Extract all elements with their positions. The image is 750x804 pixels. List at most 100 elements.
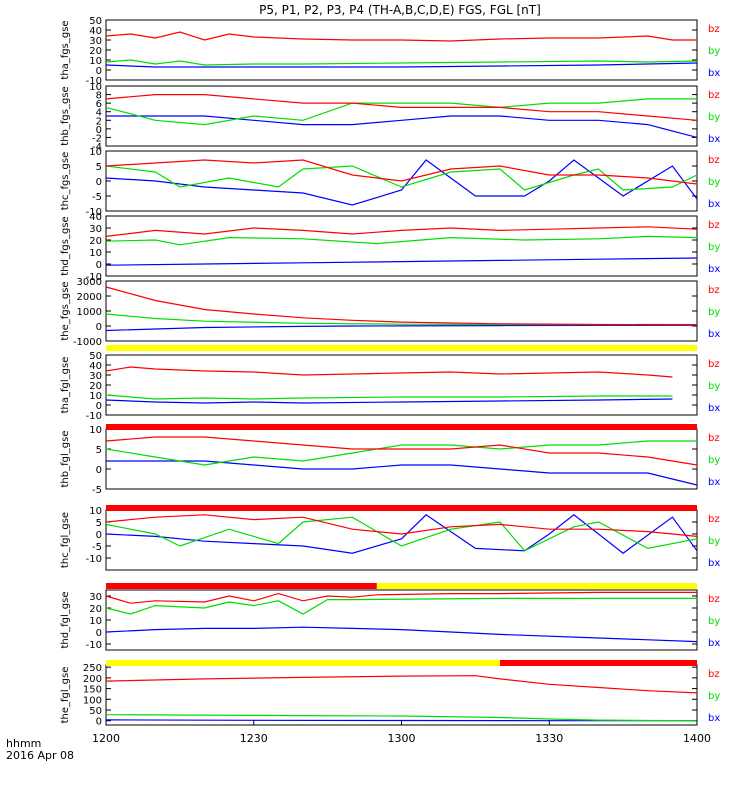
status-segment-red [106, 505, 697, 511]
status-bars [106, 345, 697, 666]
status-bar [106, 583, 697, 589]
y-tick-label: 10 [89, 391, 102, 402]
legend-bz: bz [708, 514, 720, 525]
y-tick-label: 10 [89, 56, 102, 67]
y-tick-label: 0 [96, 717, 102, 728]
y-tick-label: 10 [89, 425, 102, 436]
legend-bx: bx [708, 329, 720, 340]
legend-bx: bx [708, 403, 720, 414]
y-tick-label: 0 [96, 260, 102, 271]
y-axis-label: the_fgs_gse [60, 281, 71, 340]
y-tick-label: 10 [89, 506, 102, 517]
y-tick-label: 40 [89, 361, 102, 372]
legend-bx: bx [708, 558, 720, 569]
chart-title: P5, P1, P2, P3, P4 (TH-A,B,C,D,E) FGS, F… [259, 3, 541, 17]
y-tick-label: 20 [89, 381, 102, 392]
panel-thb_fgl: -5 0 5 10 thb_fgl_gse bz by bx [60, 425, 720, 496]
y-tick-label: 50 [89, 706, 102, 717]
y-tick-label: 0 [96, 177, 102, 188]
series-bz-thb_fgs [105, 93, 698, 121]
status-segment-red [106, 583, 377, 589]
y-tick-label: 0 [96, 628, 102, 639]
y-tick-label: -2 [92, 133, 102, 144]
legend-bx: bx [708, 638, 720, 649]
legend-bz: bz [708, 24, 720, 35]
y-tick-label: -10 [86, 76, 102, 87]
y-axis-label: thd_fgs_gse [60, 216, 71, 275]
status-segment-red [106, 424, 697, 430]
series-bx-the_fgs [105, 324, 698, 332]
panel-frame [105, 19, 698, 81]
legend-bz: bz [708, 155, 720, 166]
x-axis: 1200 1230 1300 1330 1400 [92, 720, 711, 745]
legend-by: by [708, 307, 720, 318]
date-label: 2016 Apr 08 [6, 749, 74, 762]
y-axis-label: tha_fgl_gse [60, 357, 71, 414]
y-tick-label: 5 [96, 445, 102, 456]
legend-bz: bz [708, 285, 720, 296]
x-tick-label: 1400 [683, 732, 711, 745]
x-tick-label: 1200 [92, 732, 120, 745]
y-tick-label: 250 [83, 663, 102, 674]
y-tick-label: -5 [92, 542, 102, 553]
y-tick-label: 1000 [77, 307, 102, 318]
legend-by: by [708, 46, 720, 57]
y-tick-label: 2 [96, 116, 102, 127]
series-bx-tha_fgs [105, 62, 698, 68]
y-tick-label: 30 [89, 592, 102, 603]
y-tick-label: 100 [83, 695, 102, 706]
legend-by: by [708, 455, 720, 466]
x-tick-label: 1300 [388, 732, 416, 745]
series-by-thb_fgl [105, 440, 697, 466]
series-by-tha_fgs [105, 59, 698, 66]
legend-by: by [708, 691, 720, 702]
series-bx-thc_fgs [105, 159, 698, 206]
status-bar [106, 660, 697, 666]
panel-frame [105, 354, 698, 416]
legend-by: by [708, 536, 720, 547]
series-bx-tha_fgl [105, 398, 673, 404]
series-by-the_fgl [105, 714, 698, 722]
y-tick-label: 8 [96, 91, 102, 102]
y-tick-label: -5 [92, 485, 102, 496]
y-axis-label: the_fgl_gse [60, 667, 71, 724]
series-bx-thb_fgs [106, 115, 698, 138]
series-by-tha_fgl [105, 394, 673, 400]
y-tick-label: -10 [86, 272, 102, 283]
legend-bz: bz [708, 359, 720, 370]
legend-bx: bx [708, 134, 720, 145]
y-tick-label: 0 [96, 530, 102, 541]
y-tick-label: 20 [89, 46, 102, 57]
y-tick-label: 10 [89, 248, 102, 259]
series-bz-thb_fgl [105, 436, 698, 466]
legend-bz: bz [708, 90, 720, 101]
y-tick-label: 200 [83, 674, 102, 685]
y-axis-label: tha_fgs_gse [60, 20, 71, 79]
y-tick-label: 10 [89, 147, 102, 158]
legend-bx: bx [708, 199, 720, 210]
legend-by: by [708, 177, 720, 188]
y-tick-label: 40 [89, 26, 102, 37]
series-bz-tha_fgl [105, 366, 673, 378]
panel-frame [105, 280, 698, 342]
legend-by: by [708, 616, 720, 627]
status-bar [106, 505, 697, 511]
y-tick-label: 150 [83, 685, 102, 696]
y-tick-label: -10 [86, 640, 102, 651]
y-tick-label: 3000 [77, 277, 102, 288]
status-segment-red [500, 660, 697, 666]
series-by-thd_fgs [105, 235, 698, 246]
y-tick-label: 30 [89, 224, 102, 235]
y-tick-label: 20 [89, 604, 102, 615]
legend-bx: bx [708, 477, 720, 488]
legend-bz: bz [708, 669, 720, 680]
series-bz-the_fgl [105, 675, 698, 694]
series-bz-thd_fgl [105, 591, 697, 604]
series-bz-thc_fgl [105, 514, 698, 537]
x-axis-label: hhmm [6, 737, 41, 750]
y-tick-label: 0 [96, 465, 102, 476]
